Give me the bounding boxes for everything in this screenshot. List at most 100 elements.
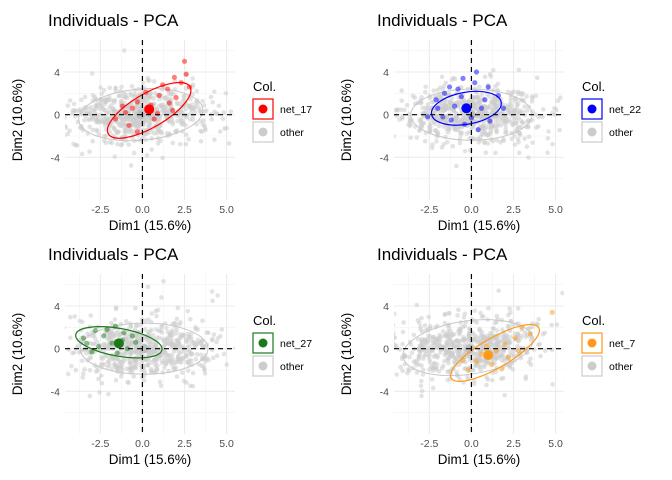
other-point: [201, 103, 207, 108]
other-point: [494, 129, 499, 135]
other-point: [530, 324, 535, 330]
other-point: [185, 308, 191, 314]
chart-title: Individuals - PCA: [48, 245, 179, 264]
other-point: [112, 154, 118, 159]
other-point: [209, 116, 215, 122]
other-point: [498, 345, 503, 351]
other-point: [528, 356, 533, 362]
other-point: [375, 367, 380, 372]
other-point: [437, 342, 442, 347]
other-point: [170, 122, 176, 127]
other-point: [487, 330, 493, 336]
other-point: [193, 356, 199, 362]
other-point: [400, 329, 406, 335]
other-point: [385, 337, 390, 342]
other-point: [398, 107, 404, 113]
other-point: [217, 129, 223, 134]
other-point: [203, 359, 208, 364]
other-point: [510, 118, 515, 124]
other-point: [210, 99, 215, 105]
highlight-point: [170, 107, 176, 113]
other-point: [394, 331, 396, 336]
other-point: [132, 88, 138, 93]
other-point: [450, 332, 455, 338]
other-point: [198, 352, 204, 357]
other-point: [153, 327, 159, 332]
other-point: [493, 355, 498, 361]
other-point: [101, 344, 107, 350]
other-point: [268, 148, 273, 153]
other-point: [420, 372, 426, 377]
other-point: [98, 373, 104, 378]
other-point: [525, 124, 531, 130]
other-point: [528, 362, 534, 368]
other-point: [173, 365, 179, 370]
other-point: [241, 325, 246, 330]
other-point: [198, 138, 204, 144]
other-point: [435, 87, 440, 93]
other-point: [419, 315, 424, 321]
highlight-point: [473, 358, 480, 365]
other-point: [490, 377, 495, 383]
other-point: [128, 163, 134, 168]
other-point: [181, 378, 187, 384]
other-point: [155, 363, 160, 368]
highlight-point: [121, 330, 127, 336]
other-point: [422, 138, 428, 144]
other-point: [493, 150, 498, 156]
other-point: [408, 135, 414, 141]
other-point: [498, 376, 504, 381]
highlight-point: [441, 90, 448, 96]
y-tick-label: 4: [383, 301, 389, 313]
other-point: [120, 359, 126, 365]
other-point: [223, 90, 229, 96]
other-point: [534, 75, 540, 81]
other-point: [208, 94, 214, 100]
other-point: [122, 130, 128, 136]
pca-panel-3: Individuals - PCA -2.5 0.0 2.5 5.0 -4 0 4 Dim1 (…: [10, 245, 312, 467]
other-point: [545, 150, 550, 156]
other-point: [98, 112, 104, 117]
other-point: [517, 150, 522, 156]
other-point: [490, 107, 495, 113]
other-point: [425, 345, 431, 351]
other-point: [160, 102, 166, 107]
highlight-point: [465, 367, 471, 373]
other-point: [457, 137, 463, 142]
other-point: [224, 362, 230, 367]
other-point: [503, 127, 508, 132]
other-point: [97, 390, 102, 395]
other-point: [187, 117, 193, 122]
other-point: [445, 369, 450, 375]
other-point: [164, 94, 169, 100]
other-point: [52, 335, 57, 340]
other-point: [169, 329, 174, 335]
x-tick-label: 5.0: [548, 438, 563, 450]
other-point: [442, 312, 447, 317]
other-point: [210, 355, 216, 361]
other-point: [455, 128, 461, 133]
other-point: [183, 106, 189, 112]
other-point: [545, 136, 551, 141]
other-point: [429, 145, 435, 151]
highlight-point: [478, 351, 485, 357]
other-point: [477, 114, 482, 120]
other-point: [71, 141, 76, 147]
highlight-point: [515, 348, 522, 354]
other-point: [512, 115, 518, 120]
other-point: [521, 120, 526, 126]
legend-key-dot: [258, 338, 268, 348]
other-point: [160, 358, 165, 364]
other-point: [394, 335, 397, 340]
highlight-centroid: [113, 338, 124, 349]
legend-key-dot: [587, 338, 597, 348]
other-point: [382, 139, 387, 144]
other-point: [457, 140, 463, 146]
other-point: [200, 343, 205, 349]
other-point: [145, 339, 151, 344]
other-point: [414, 135, 420, 140]
other-point: [550, 382, 555, 387]
other-point: [485, 141, 491, 146]
other-point: [131, 129, 137, 134]
other-point: [541, 107, 546, 112]
